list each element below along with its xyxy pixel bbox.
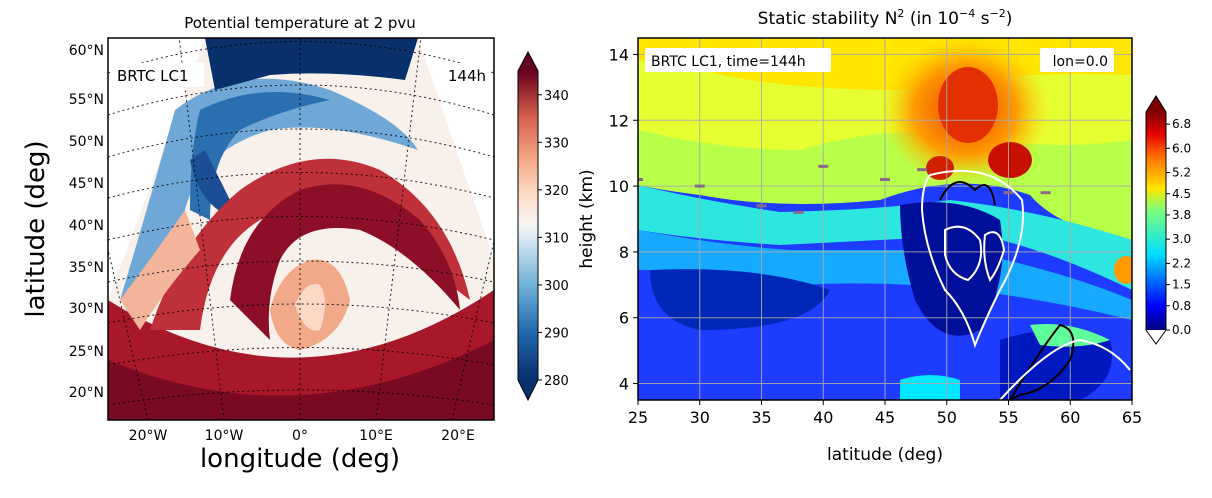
right-ytick-label: 12	[609, 111, 629, 130]
right-colorbar-label: 0.8	[1172, 299, 1191, 313]
left-ytick-label: 20°N	[69, 385, 104, 401]
right-lon-label: lon=0.0	[1053, 54, 1108, 70]
left-run-label: BRTC LC1	[117, 67, 189, 85]
right-ytick-label: 14	[609, 45, 629, 64]
right-run-label-box	[645, 48, 831, 72]
left-colorbar-label: 290	[544, 326, 569, 341]
left-colorbar-max-extend	[518, 52, 538, 71]
left-plot-frame	[107, 37, 495, 421]
left-ytick-label: 55°N	[69, 92, 104, 108]
right-ytick-label: 4	[619, 375, 629, 394]
right-ytick-label: 8	[619, 243, 629, 262]
left-xtick-label: 20°E	[441, 428, 475, 444]
right-xtick-label: 55	[998, 408, 1018, 427]
left-ytick-label: 50°N	[69, 134, 104, 150]
left-ytick-label: 30°N	[69, 301, 104, 317]
black-contour	[1008, 323, 1075, 400]
left-chart-title: Potential temperature at 2 pvu	[184, 14, 416, 32]
right-y-axis-label: height (km)	[577, 169, 597, 268]
right-colorbar-label: 6.0	[1172, 141, 1191, 155]
right-colorbar	[1146, 112, 1166, 330]
left-ytick-label: 45°N	[69, 176, 104, 192]
right-colorbar-label: 3.8	[1172, 208, 1191, 222]
left-colorbar-label: 330	[544, 136, 569, 151]
right-x-ticks: 25 30 35 40 45 50 55 60 65	[628, 400, 1142, 427]
right-colorbar-label: 0.0	[1172, 323, 1191, 337]
right-colorbar-label: 3.0	[1172, 232, 1191, 246]
left-x-axis-label: longitude (deg)	[200, 444, 400, 474]
white-contour	[999, 338, 1131, 400]
tropopause-markers	[638, 164, 1051, 214]
white-contour	[983, 231, 1006, 282]
white-contour	[944, 225, 983, 282]
left-ytick-label: 25°N	[69, 344, 104, 360]
right-title-exp: −4	[959, 7, 975, 20]
black-contour	[939, 181, 996, 206]
right-xtick-label: 30	[690, 408, 710, 427]
right-run-label: BRTC LC1, time=144h	[651, 54, 806, 70]
right-x-axis-label: latitude (deg)	[827, 445, 943, 465]
left-xtick-label: 10°W	[205, 428, 244, 444]
right-xtick-label: 35	[751, 408, 771, 427]
left-xtick-label: 20°W	[129, 428, 168, 444]
left-map-field	[108, 38, 494, 420]
right-title-sup: 2	[897, 7, 904, 20]
left-colorbar-label: 300	[544, 279, 569, 294]
left-colorbar-label: 280	[544, 374, 569, 389]
white-contour	[920, 169, 1025, 349]
right-colorbar-label: 2.2	[1172, 256, 1191, 270]
right-colorbar-min-extend	[1146, 330, 1166, 344]
left-run-label-box	[112, 63, 204, 87]
right-y-ticks: 4 6 8 10 12 14	[609, 45, 638, 394]
right-xtick-label: 45	[875, 408, 895, 427]
right-title-exp2: −2	[989, 7, 1005, 20]
right-stability-field	[638, 38, 1132, 400]
right-xtick-label: 50	[937, 408, 957, 427]
left-colorbar	[518, 71, 538, 380]
right-colorbar-label: 1.5	[1172, 278, 1191, 292]
right-xtick-label: 65	[1122, 408, 1142, 427]
right-xtick-label: 60	[1060, 408, 1080, 427]
left-colorbar-label: 320	[544, 184, 569, 199]
right-title-main: Static stability N	[758, 9, 898, 29]
right-xtick-label: 25	[628, 408, 648, 427]
right-title-unit: s	[975, 9, 989, 29]
right-ytick-label: 10	[609, 177, 629, 196]
right-title-mid: (in 10	[904, 9, 959, 29]
right-ytick-label: 6	[619, 309, 629, 328]
left-ytick-label: 60°N	[69, 43, 104, 59]
right-colorbar-label: 5.2	[1172, 166, 1191, 180]
left-xtick-label: 0°	[292, 428, 308, 444]
right-colorbar-label: 6.8	[1172, 117, 1191, 131]
left-ytick-label: 35°N	[69, 260, 104, 276]
left-time-label: 144h	[448, 67, 486, 85]
left-colorbar-label: 340	[544, 89, 569, 104]
left-y-axis-label: latitude (deg)	[21, 140, 51, 317]
right-title-end: )	[1006, 9, 1013, 29]
right-colorbar-label: 4.5	[1172, 187, 1191, 201]
left-ytick-label: 40°N	[69, 218, 104, 234]
left-time-label-box	[436, 63, 490, 87]
right-chart-title: Static stability N2 (in 10−4 s−2)	[758, 7, 1013, 29]
right-xtick-label: 40	[813, 408, 833, 427]
right-lon-label-box	[1040, 48, 1114, 72]
right-grid	[638, 38, 1132, 400]
left-colorbar-min-extend	[518, 380, 538, 400]
left-xtick-label: 10°E	[359, 428, 393, 444]
right-colorbar-max-extend	[1146, 96, 1166, 112]
left-colorbar-label: 310	[544, 231, 569, 246]
left-colorbar-ticks: 280 290 300 310 320 330 340	[538, 89, 569, 389]
right-colorbar-ticks: 0.0 0.8 1.5 2.2 3.0 3.8 4.5 5.2 6.0 6.8	[1166, 117, 1191, 337]
